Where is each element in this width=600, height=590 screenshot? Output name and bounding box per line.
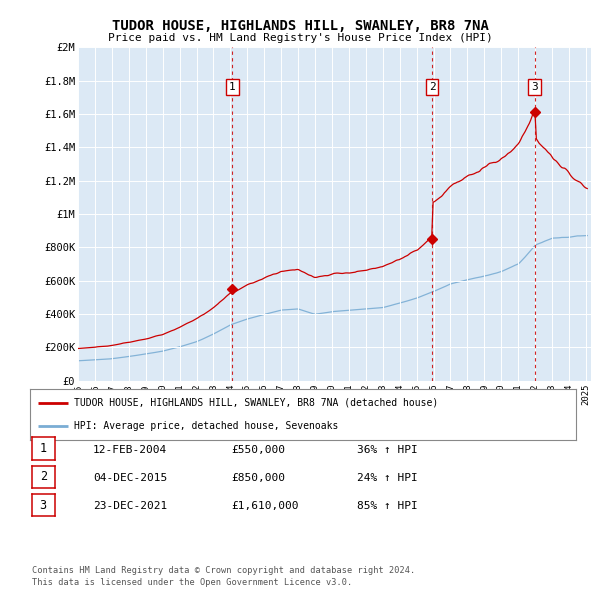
Text: 12-FEB-2004: 12-FEB-2004	[93, 444, 167, 454]
Text: TUDOR HOUSE, HIGHLANDS HILL, SWANLEY, BR8 7NA (detached house): TUDOR HOUSE, HIGHLANDS HILL, SWANLEY, BR…	[74, 398, 438, 408]
Text: 36% ↑ HPI: 36% ↑ HPI	[357, 444, 418, 454]
Text: 04-DEC-2015: 04-DEC-2015	[93, 473, 167, 483]
Text: £850,000: £850,000	[231, 473, 285, 483]
Text: 3: 3	[40, 499, 47, 512]
Text: 23-DEC-2021: 23-DEC-2021	[93, 501, 167, 511]
Text: 24% ↑ HPI: 24% ↑ HPI	[357, 473, 418, 483]
Text: 1: 1	[229, 82, 236, 92]
Text: 1: 1	[40, 442, 47, 455]
Text: £1,610,000: £1,610,000	[231, 501, 299, 511]
Text: HPI: Average price, detached house, Sevenoaks: HPI: Average price, detached house, Seve…	[74, 421, 338, 431]
Text: 3: 3	[531, 82, 538, 92]
Text: 85% ↑ HPI: 85% ↑ HPI	[357, 501, 418, 511]
Text: TUDOR HOUSE, HIGHLANDS HILL, SWANLEY, BR8 7NA: TUDOR HOUSE, HIGHLANDS HILL, SWANLEY, BR…	[112, 19, 488, 33]
Text: 2: 2	[40, 470, 47, 483]
Text: Price paid vs. HM Land Registry's House Price Index (HPI): Price paid vs. HM Land Registry's House …	[107, 33, 493, 43]
Text: Contains HM Land Registry data © Crown copyright and database right 2024.
This d: Contains HM Land Registry data © Crown c…	[32, 566, 415, 587]
Text: £550,000: £550,000	[231, 444, 285, 454]
Text: 2: 2	[429, 82, 436, 92]
